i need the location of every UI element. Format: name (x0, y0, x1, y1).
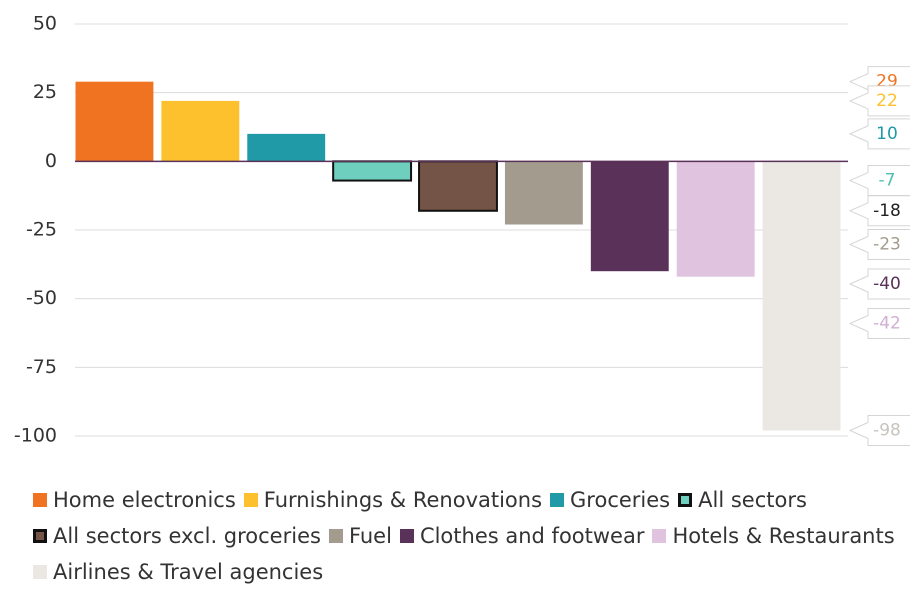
legend-swatch (33, 565, 47, 579)
value-label: -42 (873, 314, 901, 334)
legend-item: Hotels & Restaurants (652, 518, 895, 554)
bar (418, 160, 498, 212)
legend-item: Clothes and footwear (399, 518, 645, 554)
legend-label: Hotels & Restaurants (672, 524, 895, 548)
value-label: 10 (876, 124, 898, 144)
legend-label: Groceries (570, 488, 671, 512)
legend-label: Furnishings & Renovations (263, 488, 543, 512)
legend-item: Home electronics (33, 482, 236, 518)
value-callout (848, 118, 910, 150)
y-tick-label: -100 (14, 425, 57, 447)
value-callout (848, 229, 910, 260)
legend-item: All sectors excl. groceries (33, 518, 321, 554)
value-callout (848, 195, 910, 227)
bar (161, 100, 240, 162)
bar (247, 133, 326, 162)
legend-item: Fuel (328, 518, 392, 554)
bar (676, 161, 755, 277)
legend-item: Airlines & Travel agencies (33, 554, 323, 590)
legend-label: Airlines & Travel agencies (53, 560, 324, 584)
value-callout (848, 165, 910, 197)
legend-swatch (328, 529, 343, 543)
value-label: -23 (873, 235, 901, 255)
chart: 50250-25-50-75-100292210-7-18-23-40-42-9… (14, 13, 910, 447)
y-tick-label: -50 (26, 287, 57, 309)
bar (762, 161, 841, 431)
bar (332, 160, 413, 182)
y-tick-label: -25 (26, 219, 57, 241)
legend-swatch (550, 493, 565, 507)
value-label: -18 (873, 201, 901, 221)
legend: Home electronics Furnishings & Renovation… (33, 482, 903, 590)
legend-label: Clothes and footwear (419, 524, 645, 548)
bar (590, 161, 669, 272)
y-tick-label: -75 (26, 356, 57, 378)
bar (504, 161, 583, 225)
legend-item: Groceries (550, 482, 670, 518)
value-label: 22 (876, 91, 898, 111)
legend-item: Furnishings & Renovations (243, 482, 543, 518)
legend-swatch (399, 529, 414, 543)
value-callout (848, 308, 910, 339)
legend-swatch (652, 529, 667, 543)
legend-label: Fuel (348, 524, 392, 548)
y-tick-label: 0 (45, 150, 57, 172)
value-callout (848, 268, 910, 300)
legend-label: Home electronics (53, 488, 236, 512)
value-callout (848, 415, 910, 447)
legend-label: All sectors (698, 488, 807, 512)
value-label: -7 (879, 171, 896, 191)
legend-item: All sectors (678, 482, 807, 518)
bar (75, 81, 154, 162)
legend-swatch (243, 493, 258, 507)
y-tick-label: 50 (33, 13, 57, 35)
legend-swatch (33, 529, 47, 543)
legend-label: All sectors excl. groceries (53, 524, 321, 548)
y-tick-label: 25 (33, 81, 57, 103)
value-label: -98 (873, 421, 901, 441)
value-callout (848, 85, 910, 117)
value-label: -40 (873, 274, 901, 294)
legend-swatch (33, 493, 47, 507)
legend-swatch (678, 493, 693, 507)
